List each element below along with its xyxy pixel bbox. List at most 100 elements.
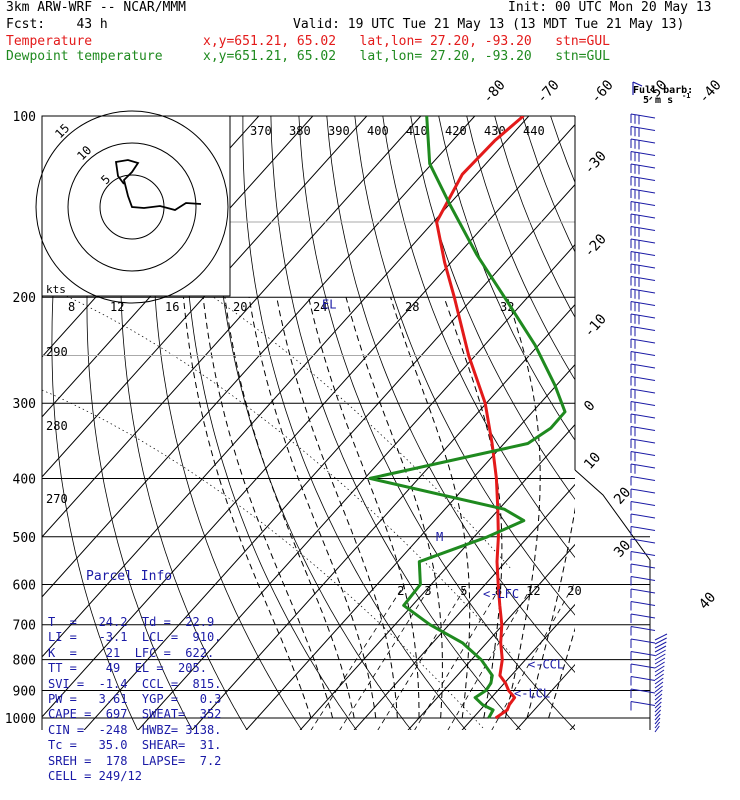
wind-barb [631,527,655,531]
theta-e-label: 280 [46,419,68,433]
parcel-info-row: T = 24.2 Td = 22.9 [48,615,221,630]
dry-adiabat-line [607,116,740,731]
wind-barb [631,702,655,706]
wind-barb [631,602,655,606]
m-marker: M [436,530,443,544]
pressure-tick-label: 600 [13,578,36,593]
parcel-info-row: CAPE = 697 SWEAT= 352 [48,707,221,722]
wind-barb [631,589,655,593]
isotherm-label: -20 [581,231,610,261]
moist-adiabat-line [549,297,643,718]
pressure-tick-label: 800 [13,654,36,669]
barb-legend-line2: 5 m s [643,95,673,106]
moist-adiabat-line [346,297,442,718]
parcel-info-title: Parcel Info [86,569,221,584]
dry-adiabat-label: 440 [523,124,545,138]
wind-barb [631,614,655,618]
lcl-marker: <-LCL [514,686,550,700]
dry-adiabat-line [467,116,740,731]
dry-adiabat-line [690,116,740,731]
dewpoint-line [370,116,565,718]
theta-e-label: 270 [46,492,68,506]
isotherm-line [300,116,740,731]
wind-barb [631,564,655,568]
ccl-marker: <-CCL [528,658,564,672]
pressure-tick-label: 400 [13,472,36,487]
isotherm-label: -80 [480,77,509,107]
isotherm-label: -30 [581,148,610,178]
dry-adiabat-line [663,116,740,731]
dry-adiabat-label: 380 [289,124,311,138]
parcel-info-row: TT = 49 EL = 205. [48,661,221,676]
moist-adiabat-line [527,297,586,718]
dry-adiabat-line [718,116,740,731]
isotherm-label: -40 [696,77,725,107]
wind-barb [631,514,655,518]
isotherm-label: 0 [581,398,599,415]
isotherm-line [354,116,740,731]
pressure-tick-label: 500 [13,531,36,546]
hodograph-units-label: kts [46,283,66,296]
mixing-ratio-label: 5 [460,584,467,598]
parcel-info-row: Tc = 35.0 SHEAR= 31. [48,738,221,753]
dry-adiabat-label: 390 [328,124,350,138]
moist-adiabat-line [249,297,376,718]
pressure-tick-label: 900 [13,684,36,699]
moist-adiabat-line [225,297,354,718]
dry-adiabat-line [243,116,467,731]
wind-barb [631,664,655,668]
isotherm-line [462,116,740,731]
parcel-info-row: CIN = -248 HWBZ= 3138. [48,723,221,738]
lfc-marker: <-LFC [483,587,519,601]
theta-e-label: 290 [46,345,68,359]
isotherm-label: -70 [534,77,563,107]
right-axis-step [575,470,650,730]
mixing-ratio-line [377,584,467,730]
pressure-tick-label: 1000 [5,712,36,727]
wind-barb [631,689,655,693]
dry-adiabat-line [439,116,740,731]
parcel-info-row: SREH = 178 LAPSE= 7.2 [48,754,221,769]
parcel-info-row: LI = -3.1 LCL = 910. [48,630,221,645]
dry-adiabat-label: 410 [406,124,428,138]
mixing-ratio-label: 20 [233,300,247,314]
pressure-tick-label: 700 [13,619,36,634]
mixing-ratio-label: 2 [397,584,404,598]
parcel-info-row: SVI = -1.4 CCL = 815. [48,677,221,692]
isotherm-line [624,116,740,731]
parcel-info-row: CELL = 249/12 [48,769,221,784]
wind-barb [631,639,655,643]
parcel-info-row: PW = 3.61 YGP = 0.3 [48,692,221,707]
dry-adiabat-line [327,116,631,731]
dry-adiabat-line [355,116,686,731]
mixing-ratio-label: 8 [68,300,75,314]
mixing-ratio-label: 12 [526,584,540,598]
dry-adiabat-label: 420 [445,124,467,138]
wind-barb [631,677,655,681]
mixing-ratio-label: 16 [165,300,179,314]
wind-barb [631,552,655,556]
pressure-tick-label: 100 [13,110,36,125]
moist-adiabat-line [505,297,540,718]
isotherm-label: -10 [581,311,610,341]
wind-barb [631,489,655,493]
el-marker: EL [322,298,336,312]
dry-adiabat-label: 400 [367,124,389,138]
isotherm-label: 10 [581,449,604,472]
dry-adiabat-line [495,116,740,731]
parcel-info-row: K = 21 LFC = 622. [48,646,221,661]
isotherm-label: 40 [696,589,719,612]
mixing-ratio-label: 3 [424,584,431,598]
wind-barb [631,502,655,506]
dry-adiabat-label: 370 [250,124,272,138]
wind-barb [631,539,655,543]
barb-legend-unit-sup: -1 [682,92,690,100]
dry-adiabat-line [271,116,521,731]
dry-adiabat-line [579,116,740,731]
mixing-ratio-line [339,584,431,730]
wind-barb [631,577,655,581]
moist-adiabat-line [391,297,470,718]
mixing-ratio-label: 20 [567,584,581,598]
